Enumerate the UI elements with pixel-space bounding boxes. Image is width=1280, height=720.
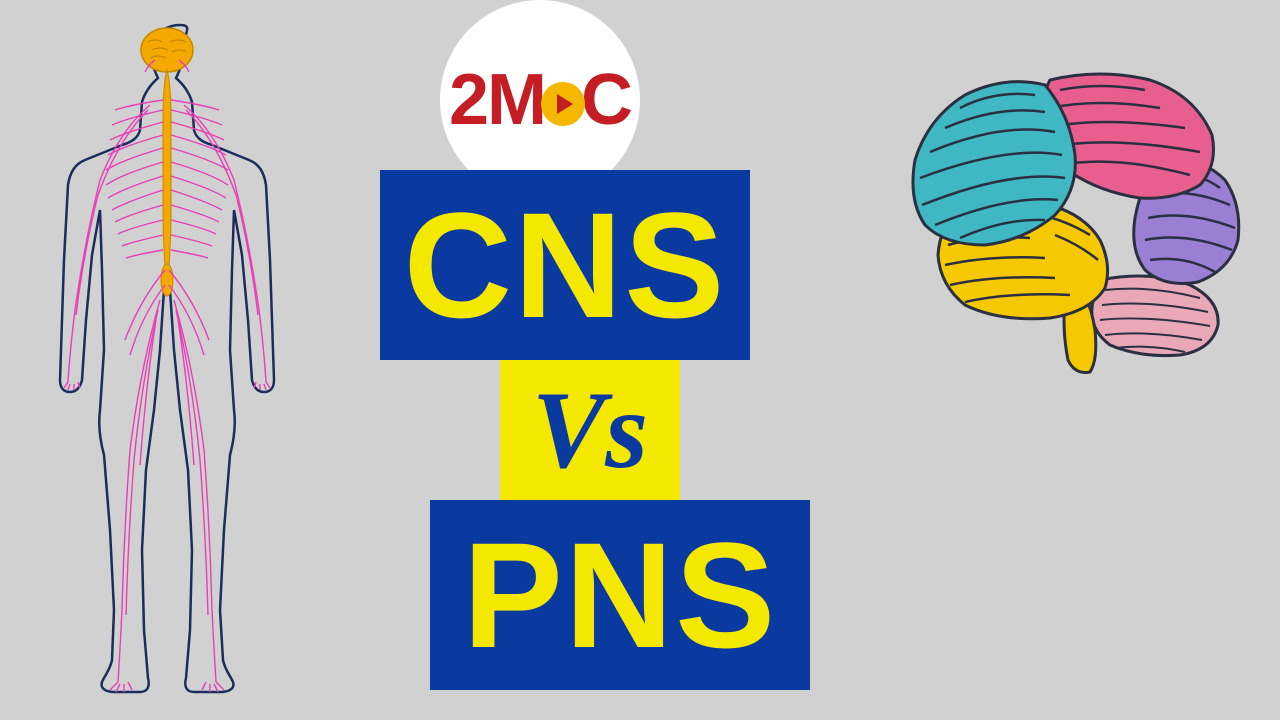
vs-label-box: Vs (500, 360, 680, 500)
cns-label-box: CNS (380, 170, 750, 360)
cerebellum-lobe (1092, 276, 1218, 356)
vs-text: Vs (532, 367, 648, 494)
brain-diagram (890, 60, 1250, 380)
play-icon (541, 82, 585, 126)
cns-text: CNS (404, 179, 727, 352)
logo-part-m: M (487, 59, 545, 141)
logo-part-c: C (581, 59, 631, 141)
pns-text: PNS (463, 509, 777, 682)
logo-part-2: 2 (449, 59, 487, 141)
pns-label-box: PNS (430, 500, 810, 690)
nervous-system-diagram (30, 10, 330, 710)
